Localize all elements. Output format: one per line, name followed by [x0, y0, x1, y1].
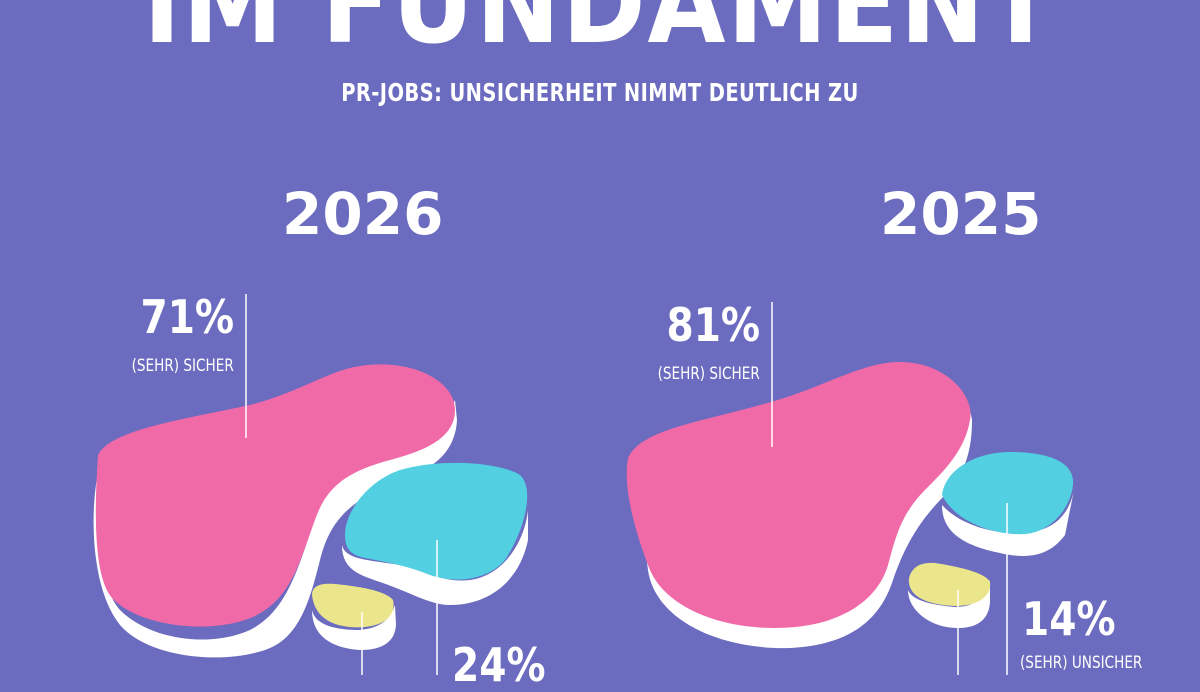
year-label-2026: 2026: [282, 180, 444, 248]
value-sicher-2026: 71%: [140, 290, 234, 344]
panel-2026: [93, 294, 528, 675]
blob-unsicher-2026-side: [342, 510, 528, 605]
infographic-title: IM FUNDAMENT: [143, 0, 1057, 69]
blob-unsicher-2025-side: [942, 485, 1075, 556]
year-label-2025: 2025: [880, 180, 1042, 248]
blob-other-2025: [908, 562, 991, 606]
value-unsicher-2025: 14%: [1022, 592, 1116, 646]
infographic-subtitle: PR-JOBS: UNSICHERHEIT NIMMT DEUTLICH ZU: [341, 78, 859, 107]
label-unsicher-2025: (SEHR) UNSICHER: [1020, 653, 1143, 673]
panel-2025: [626, 302, 1075, 675]
blob-sicher-2026-side: [93, 400, 457, 658]
blob-other-2026-side: [312, 605, 396, 650]
blob-chart: [93, 294, 1075, 675]
blob-other-2025-side: [908, 580, 990, 628]
blob-sicher-2025-side: [627, 410, 972, 649]
blob-unsicher-2026: [345, 462, 528, 580]
blob-sicher-2025: [626, 362, 971, 628]
value-unsicher-2026: 24%: [452, 638, 546, 692]
blob-other-2026: [312, 583, 394, 628]
blob-sicher-2026: [95, 364, 455, 627]
value-sicher-2025: 81%: [666, 298, 760, 352]
blob-unsicher-2025: [942, 452, 1074, 535]
label-sicher-2026: (SEHR) SICHER: [131, 356, 234, 376]
label-sicher-2025: (SEHR) SICHER: [657, 364, 760, 384]
